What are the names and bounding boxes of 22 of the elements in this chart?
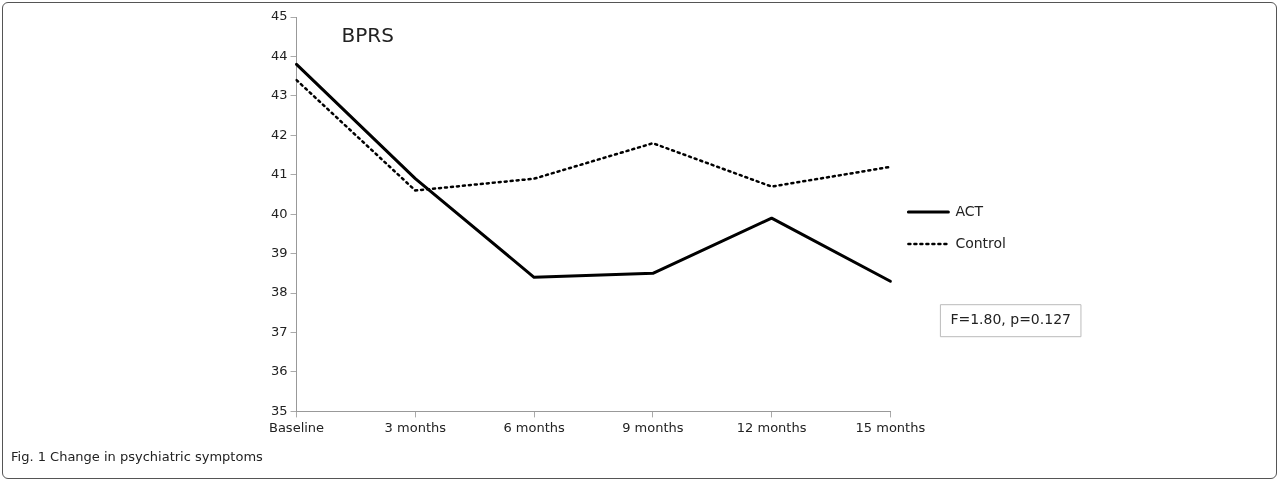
- y-tick-label: 41: [271, 166, 288, 182]
- y-tick-label: 40: [271, 205, 288, 221]
- x-tick-label: 12 months: [736, 419, 807, 435]
- legend-label: ACT: [955, 202, 984, 219]
- legend-label: Control: [955, 234, 1006, 251]
- caption: Fig. 1 Change in psychiatric symptoms: [11, 449, 263, 464]
- chart-title: BPRS: [341, 23, 394, 48]
- text: F=1.80, p=0.127: [950, 311, 1071, 328]
- x-tick-label: 9 months: [622, 419, 684, 435]
- y-tick-label: 37: [271, 323, 288, 339]
- x-tick-label: 3 months: [384, 419, 447, 435]
- x-tick-label: 6 months: [503, 419, 565, 435]
- x-tick-label: Baseline: [268, 419, 325, 435]
- y-tick-label: 43: [271, 87, 288, 103]
- y-tick-label: 42: [271, 126, 288, 142]
- x-tick-label: 15 months: [855, 419, 926, 435]
- y-tick-label: 39: [271, 245, 288, 261]
- y-tick-label: 44: [271, 47, 288, 63]
- y-tick-label: 36: [271, 363, 288, 379]
- y-tick-label: 38: [271, 284, 288, 300]
- y-tick-label: 45: [271, 8, 288, 24]
- y-tick-label: 35: [271, 402, 288, 418]
